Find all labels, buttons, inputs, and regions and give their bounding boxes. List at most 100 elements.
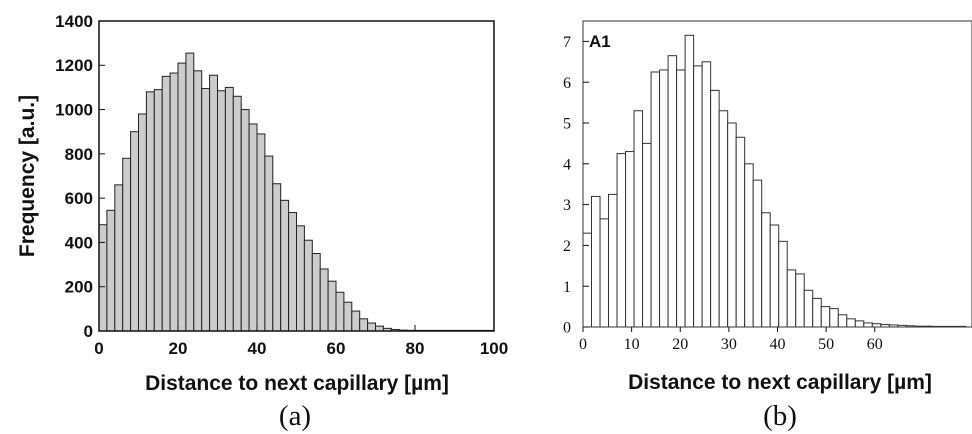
chart-b-bar [718,110,729,328]
chart-a-bar [319,268,329,332]
chart-a-bar [130,131,140,332]
chart-a-bar [272,183,282,332]
chart-b-bar [676,69,686,328]
chart-a-bar [201,88,211,332]
chart-b-bar [650,71,661,328]
chart-a-x-tick-label: 60 [327,339,346,358]
chart-a-bar [177,62,187,332]
chart-a-y-tick-label: 600 [65,189,93,208]
chart-a-y-tick-label: 400 [65,233,93,252]
chart-b-x-axis-label: Distance to next capillary [µm] [628,371,932,394]
chart-a-y-axis-label: Frequency [a.u.] [16,95,39,257]
chart-b-y-tick-label: 5 [563,116,571,133]
chart-b-y-tick-label: 7 [563,34,571,51]
chart-a-y-tick-label: 1400 [55,12,93,31]
chart-a-bar [153,89,163,332]
chart-a-bar [232,95,242,332]
chart-b-bar [820,306,831,328]
chart-b-bar [761,212,771,328]
chart-a-bar [264,155,274,332]
chart-a-y-tick-label: 200 [65,278,93,297]
chart-b-bar [667,55,678,328]
chart-a-x-tick-label: 80 [406,339,425,358]
chart-a-bar [288,212,298,332]
chart-b-bar [701,61,712,328]
chart-a-bar [98,224,108,332]
chart-b-x-tick-label: 0 [579,336,587,353]
chart-a-x-axis-label: Distance to next capillary [µm] [145,372,449,395]
chart-b-bar [744,163,754,328]
chart-b-y-tick-label: 3 [563,197,571,214]
chart-b-bar [863,322,873,328]
chart-a-bar [138,113,147,332]
chart-a-bars [98,52,495,332]
chart-b-y-ticks: 0 1 2 3 4 5 6 7 [563,34,589,337]
chart-a-x-tick-label: 20 [169,339,188,358]
chart-a-bar [122,157,132,332]
chart-a-bar [145,91,155,332]
chart-b-bar [642,142,652,328]
chart-a-bar [280,199,290,332]
chart-a-x-ticks: 0 20 40 60 80 100 [94,325,508,358]
chart-b-x-ticks: 0 10 20 30 40 50 60 [579,327,883,353]
chart-b-bar [812,297,822,328]
chart-a: 0 20 40 60 80 100 0 200 400 600 800 1000 1200 1400 D… [16,12,508,432]
chart-b-x-tick-label: 40 [770,336,786,353]
chart-b-bar [752,179,763,328]
chart-a-bar [248,123,258,332]
chart-a-bar [185,52,195,332]
chart-a-y-tick-label: 0 [84,322,93,341]
chart-b-bar [591,195,601,328]
chart-a-bar [114,184,124,332]
chart-b-bar [582,232,593,328]
chart-a-plot-frame [98,20,495,332]
chart-b-bar [616,153,627,328]
chart-b-x-tick-label: 10 [624,336,640,353]
chart-a-bar [161,75,171,332]
chart-b: 0 10 20 30 40 50 60 0 1 2 3 4 5 6 7 A1 Distance to ne… [563,20,972,432]
chart-b-bars [582,34,967,328]
chart-a-y-tick-label: 1200 [55,56,93,75]
chart-a-y-ticks: 0 200 400 600 800 1000 1200 1400 [55,12,105,341]
chart-a-bar [367,322,377,332]
chart-b-bar [803,289,814,328]
chart-a-bar [351,310,361,332]
chart-b-bar [846,318,856,328]
chart-b-x-tick-label: 50 [818,336,834,353]
chart-b-bar [625,151,635,328]
chart-b-bar [710,89,720,328]
chart-b-bar [735,136,746,328]
chart-b-y-tick-label: 1 [563,279,571,296]
chart-b-bar [599,218,610,328]
chart-b-panel-label: A1 [589,32,611,51]
chart-b-bar [684,34,695,328]
chart-a-bar [311,253,321,332]
chart-a-bar [106,209,116,332]
chart-a-x-tick-label: 100 [480,339,508,358]
chart-a-y-tick-label: 800 [65,145,93,164]
chart-a-bar [343,301,353,332]
chart-b-y-tick-label: 4 [563,156,571,173]
chart-b-bar [837,314,848,328]
chart-b-bar [633,110,644,328]
chart-a-y-tick-label: 1000 [55,101,93,120]
chart-a-bar [169,72,179,332]
chart-a-bar [209,74,219,332]
chart-a-x-tick-label: 40 [248,339,267,358]
chart-b-x-tick-label: 30 [721,336,737,353]
chart-b-bar [769,224,780,328]
chart-a-bar [359,318,369,332]
chart-b-bar [693,65,703,328]
chart-b-bar [786,269,797,328]
chart-a-bar [256,133,266,332]
chart-a-bar [303,239,313,332]
chart-b-x-tick-label: 20 [672,336,688,353]
chart-b-bar [659,69,669,328]
chart-a-caption: (a) [279,400,311,432]
chart-a-bar [193,70,203,332]
chart-a-bar [224,86,234,332]
chart-a-x-tick-label: 0 [94,339,103,358]
chart-b-caption: (b) [763,400,797,432]
chart-a-bar [217,90,226,332]
chart-a-bar [296,225,305,332]
